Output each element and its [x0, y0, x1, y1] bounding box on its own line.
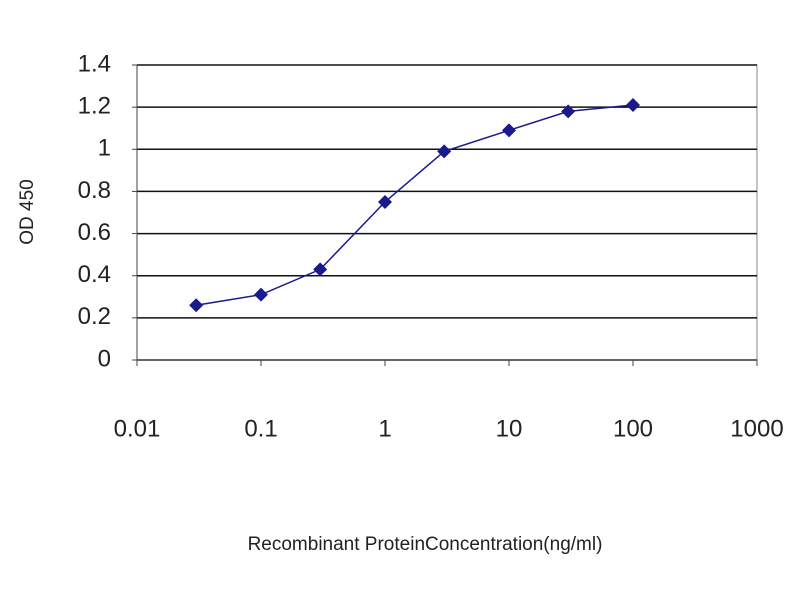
y-tick-label: 1.2 — [78, 92, 111, 119]
y-tick-label: 0 — [98, 345, 111, 372]
y-tick-label: 0.8 — [78, 177, 111, 204]
data-point — [437, 144, 452, 159]
y-tick-label: 0.6 — [78, 219, 111, 246]
data-point — [502, 123, 516, 138]
x-tick-label: 0.1 — [244, 415, 277, 442]
y-tick-label: 0.4 — [78, 261, 111, 288]
x-tick-label: 100 — [613, 415, 653, 442]
data-point — [378, 194, 392, 209]
y-tick-label: 0.2 — [78, 303, 111, 330]
x-tick-label: 1000 — [730, 415, 783, 442]
y-axis-title: OD 450 — [17, 179, 38, 244]
data-point — [313, 262, 328, 277]
data-point — [561, 104, 576, 119]
x-tick-label: 0.01 — [114, 415, 161, 442]
data-point — [189, 298, 204, 313]
y-tick-label: 1.4 — [78, 50, 111, 77]
x-tick-label: 10 — [496, 415, 523, 442]
plot-area — [136, 64, 758, 361]
x-tick-label: 1 — [378, 415, 391, 442]
series-line — [196, 104, 634, 306]
y-tick-label: 1 — [98, 135, 111, 162]
data-point — [254, 287, 268, 302]
x-axis-title: Recombinant ProteinConcentration(ng/ml) — [248, 534, 603, 555]
data-point — [626, 98, 640, 113]
